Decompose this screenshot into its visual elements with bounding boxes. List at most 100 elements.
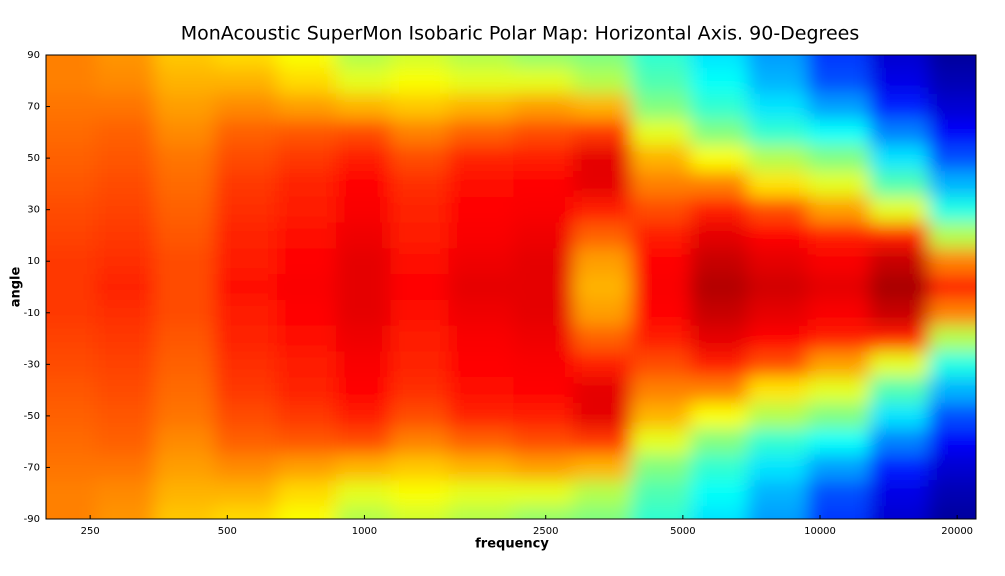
heatmap-cell [95,93,156,120]
heatmap-cell [869,145,930,172]
heatmap-cell [573,377,632,404]
heatmap-cell [513,403,574,430]
heatmap-cell [335,248,391,275]
heatmap-cell [690,222,748,249]
heatmap-cell [214,428,278,456]
heatmap-cell [390,325,450,352]
heatmap-cell [335,299,391,327]
heatmap-cell [631,403,691,430]
heatmap-cell [928,196,976,224]
heatmap-cell [154,145,216,172]
heatmap-cell [573,454,632,481]
heatmap-cell [154,119,216,146]
heatmap-cell [46,274,97,301]
heatmap-cell [807,119,871,146]
heatmap-cell [335,428,391,456]
heatmap-cell [46,351,97,378]
heatmap-cell [631,506,691,519]
heatmap-cell [95,506,156,519]
heatmap-cell [214,377,278,404]
heatmap-cell [95,351,156,378]
heatmap-cell [390,377,450,404]
heatmap-cell [573,145,632,172]
heatmap-cell [869,67,930,95]
heatmap-cell [448,325,514,352]
heatmap-cell [573,119,632,146]
heatmap-cell [631,248,691,275]
heatmap-cell [390,480,450,507]
heatmap-cell [747,403,808,430]
heatmap-cell [95,171,156,198]
heatmap-cell [747,377,808,404]
heatmap-cell [747,428,808,456]
heatmap-cell [513,248,574,275]
heatmap-cell [276,93,337,120]
heatmap-cell [46,145,97,172]
heatmap-cell [214,93,278,120]
heatmap-cell [390,171,450,198]
heatmap-cell [95,145,156,172]
heatmap-cell [335,67,391,95]
heatmap-cell [928,119,976,146]
heatmap-cell [335,119,391,146]
heatmap-cell [747,93,808,120]
heatmap-cell [747,248,808,275]
heatmap-cell [928,428,976,456]
heatmap-cell [448,171,514,198]
heatmap-cell [513,196,574,224]
heatmap-cell [631,274,691,301]
heatmap-cell [869,428,930,456]
heatmap-cell [276,67,337,95]
x-tick-label: 250 [81,526,100,537]
heatmap-cell [631,196,691,224]
heatmap-cell [335,93,391,120]
heatmap-cell [747,119,808,146]
heatmap-cell [807,454,871,481]
heatmap-cell [46,119,97,146]
heatmap-cell [214,299,278,327]
heatmap-cell [335,145,391,172]
heatmap-cell [276,325,337,352]
heatmap-cell [513,222,574,249]
x-tick-label: 1000 [352,526,377,537]
heatmap-cell [154,67,216,95]
heatmap-cell [869,403,930,430]
heatmap-cell [869,222,930,249]
heatmap-cell [154,480,216,507]
heatmap-cell [46,196,97,224]
heatmap-cell [276,428,337,456]
heatmap-cell [928,274,976,301]
heatmap-cell [690,403,748,430]
heatmap-cell [276,403,337,430]
heatmap-cell [573,351,632,378]
heatmap-cell [448,428,514,456]
heatmap-cell [807,274,871,301]
heatmap-cell [928,248,976,275]
heatmap-cell [690,299,748,327]
heatmap-cell [690,196,748,224]
heatmap-cell [46,55,97,69]
heatmap-cell [928,403,976,430]
heatmap-cell [95,248,156,275]
heatmap-cell [276,171,337,198]
heatmap-cell [747,351,808,378]
y-tick-label: 70 [27,102,40,113]
heatmap-cell [46,377,97,404]
heatmap-cell [690,93,748,120]
heatmap-cell [46,222,97,249]
heatmap-cell [928,171,976,198]
heatmap-cell [95,222,156,249]
heatmap-cell [154,403,216,430]
heatmap-cell [869,480,930,507]
heatmap-cell [869,55,930,69]
heatmap-cell [869,248,930,275]
heatmap-cell [214,325,278,352]
heatmap-cell [95,119,156,146]
heatmap-cell [747,299,808,327]
heatmap-cell [154,55,216,69]
heatmap-cell [390,506,450,519]
heatmap-cell [747,171,808,198]
heatmap-cell [573,55,632,69]
heatmap-cell [631,145,691,172]
